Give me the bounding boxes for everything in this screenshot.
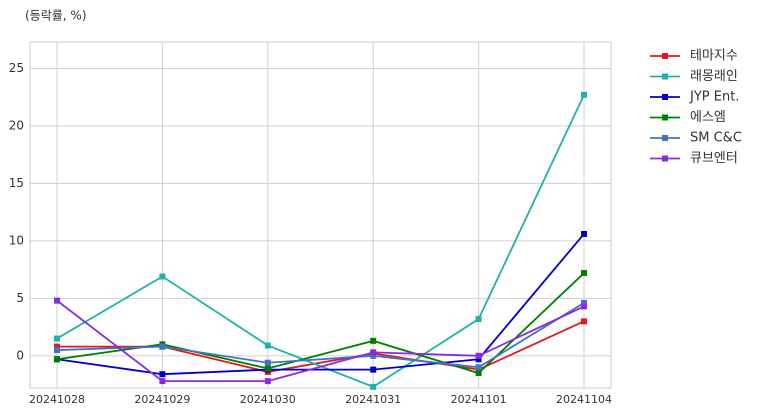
legend-label: SM C&C xyxy=(690,131,742,146)
x-tick-label: 20241104 xyxy=(556,393,612,406)
marker xyxy=(581,318,587,325)
marker xyxy=(54,297,60,304)
x-tick-label: 20241031 xyxy=(345,393,401,406)
marker xyxy=(159,371,166,378)
legend-label: 래몽래인 xyxy=(690,69,738,84)
marker xyxy=(264,342,271,349)
marker xyxy=(159,273,166,280)
y-tick-label: 15 xyxy=(9,176,24,190)
marker xyxy=(54,335,60,342)
marker xyxy=(581,91,587,98)
y-tick-label: 10 xyxy=(9,233,24,247)
x-tick-label: 20241028 xyxy=(29,393,85,406)
marker xyxy=(581,303,587,310)
plot-area xyxy=(29,41,612,389)
legend-marker xyxy=(662,53,668,59)
marker xyxy=(54,343,60,350)
legend-marker xyxy=(662,94,668,100)
marker xyxy=(581,299,587,306)
marker xyxy=(581,270,587,277)
marker xyxy=(370,366,377,373)
marker xyxy=(370,337,377,344)
marker xyxy=(475,316,482,323)
y-tick-label: 0 xyxy=(16,348,24,362)
legend-label: JYP Ent. xyxy=(689,90,739,105)
legend-label: 큐브엔터 xyxy=(690,151,738,166)
marker xyxy=(54,356,60,363)
marker xyxy=(264,359,271,366)
marker xyxy=(370,349,377,356)
series-line xyxy=(56,299,585,383)
series-line xyxy=(56,302,585,369)
marker xyxy=(475,356,482,363)
marker xyxy=(475,364,482,371)
marker xyxy=(54,347,60,354)
x-tick-label: 20241101 xyxy=(451,393,507,406)
marker xyxy=(581,230,587,237)
x-tick-label: 20241029 xyxy=(134,393,190,406)
legend-marker xyxy=(662,155,668,162)
marker xyxy=(264,365,271,372)
legend-label: 테마지수 xyxy=(690,49,738,64)
marker xyxy=(475,370,482,377)
legend-marker xyxy=(662,114,668,121)
x-tick-label: 20241030 xyxy=(240,393,296,406)
y-tick-label: 20 xyxy=(9,118,24,132)
legend-marker xyxy=(662,135,668,141)
legend-label: 에스엠 xyxy=(690,110,726,125)
marker xyxy=(159,343,166,350)
marker xyxy=(370,383,377,390)
y-tick-label: 25 xyxy=(9,61,24,75)
marker xyxy=(159,378,166,385)
series-line xyxy=(56,233,585,376)
marker xyxy=(264,378,271,385)
y-tick-label: 5 xyxy=(16,291,24,305)
marker xyxy=(475,352,482,359)
legend-marker xyxy=(662,73,668,80)
marker xyxy=(370,352,377,359)
chart-title: (등락률, %) xyxy=(25,9,87,23)
